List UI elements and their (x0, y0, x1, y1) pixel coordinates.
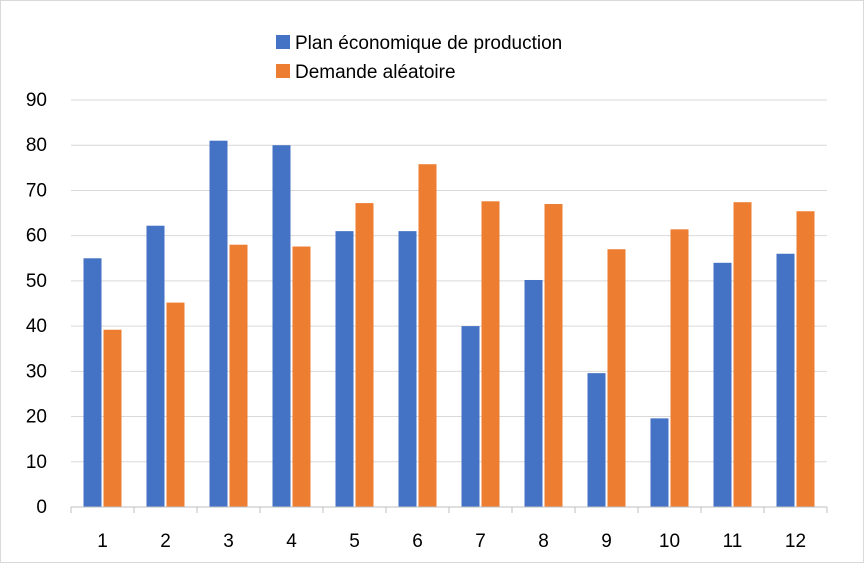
x-tick-label: 10 (659, 531, 680, 552)
x-tick-label: 8 (538, 531, 549, 552)
bar-demande-8 (544, 204, 563, 507)
gridlines (71, 99, 827, 463)
x-tick-label: 11 (723, 531, 743, 552)
legend-swatch-plan (276, 35, 290, 49)
legend-label-demande: Demande aléatoire (295, 62, 456, 83)
x-tick-label: 6 (412, 531, 423, 552)
bar-plan-12 (776, 253, 795, 507)
x-tick-label: 9 (601, 531, 612, 552)
bar-plan-8 (524, 279, 543, 507)
bars (83, 140, 815, 508)
bar-plan-5 (335, 231, 354, 507)
bar-plan-10 (650, 418, 669, 507)
bar-demande-1 (103, 329, 122, 507)
bar-plan-3 (209, 140, 228, 507)
y-tick-label: 50 (26, 271, 47, 292)
y-tick-label: 40 (26, 316, 47, 337)
bar-demande-7 (481, 201, 500, 507)
bar-demande-3 (229, 244, 248, 507)
bar-plan-1 (83, 258, 102, 507)
bar-plan-2 (146, 225, 165, 507)
y-tick-labels: 0 10 20 30 40 50 60 70 80 90 (26, 90, 47, 518)
y-tick-label: 10 (26, 452, 47, 473)
y-tick-label: 60 (26, 226, 47, 247)
x-tick-label: 4 (286, 531, 297, 552)
y-tick-label: 80 (26, 135, 47, 156)
bar-plan-11 (713, 262, 732, 507)
y-tick-label: 90 (26, 90, 47, 111)
bar-demande-9 (607, 249, 626, 507)
y-tick-label: 0 (36, 497, 47, 518)
bar-demande-10 (670, 229, 689, 507)
x-tick-label: 5 (349, 531, 360, 552)
y-tick-label: 30 (26, 361, 47, 382)
x-tick-label: 2 (160, 531, 171, 552)
legend-swatch-demande (276, 64, 290, 78)
x-tick-label: 1 (97, 531, 108, 552)
bar-demande-5 (355, 203, 374, 507)
bar-demande-6 (418, 164, 437, 507)
y-tick-label: 20 (26, 407, 47, 428)
x-tick-label: 7 (475, 531, 486, 552)
bar-plan-9 (587, 373, 606, 507)
legend-label-plan: Plan économique de production (295, 33, 562, 54)
bar-plan-4 (272, 145, 291, 507)
legend: Plan économique de production Demande al… (276, 33, 562, 83)
bar-demande-2 (166, 302, 185, 507)
bar-demande-4 (292, 246, 311, 507)
bar-demande-12 (796, 211, 815, 507)
axes (70, 506, 828, 513)
bar-demande-11 (733, 202, 752, 508)
x-tick-labels: 1 2 3 4 5 6 7 8 9 10 11 12 (97, 531, 806, 552)
x-tick-label: 3 (223, 531, 234, 552)
y-tick-label: 70 (26, 180, 47, 201)
bar-plan-7 (461, 326, 480, 507)
bar-plan-6 (398, 231, 417, 507)
x-tick-label: 12 (785, 531, 806, 552)
